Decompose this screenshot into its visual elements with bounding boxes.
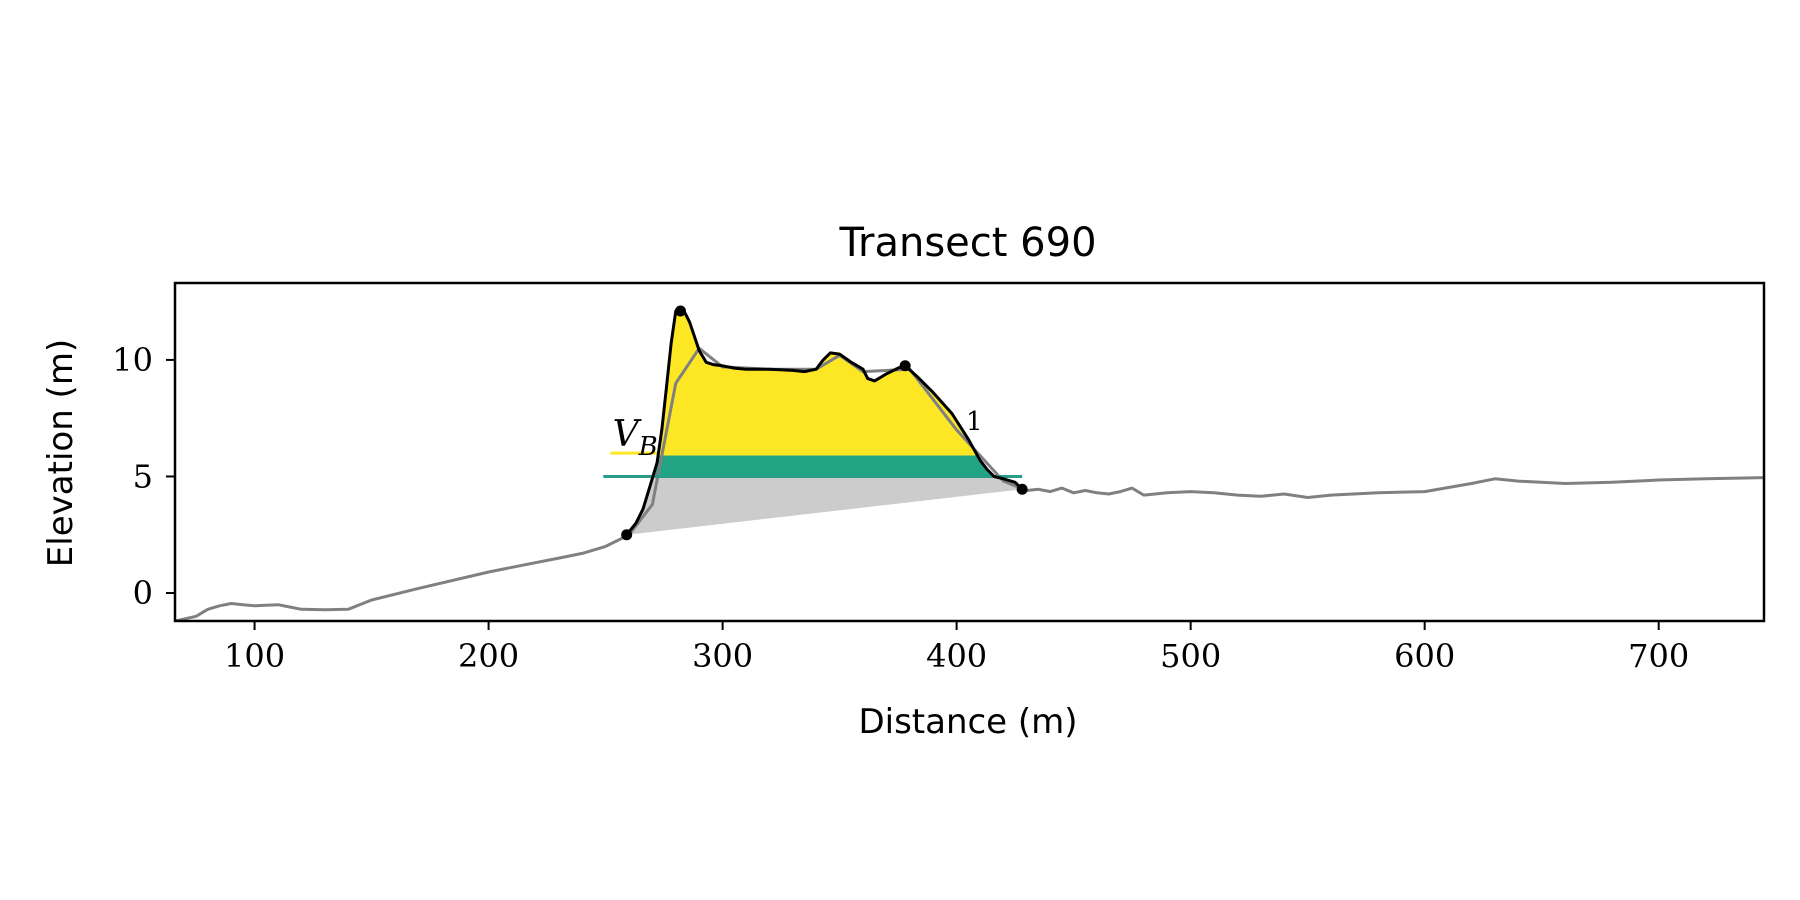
marker-1 — [674, 305, 686, 317]
x-axis-label: Distance (m) — [858, 702, 1077, 742]
y-tick-label-0: 0 — [133, 574, 153, 612]
plot-area: VB 1 100 200 300 400 500 600 700 0 5 10 — [112, 281, 1766, 675]
series-dune-profile — [625, 309, 1024, 536]
x-tick-label-200: 200 — [458, 637, 519, 675]
fill-above-6 — [658, 311, 978, 456]
x-tick-label-100: 100 — [224, 637, 285, 675]
plot-frame — [173, 281, 1766, 623]
plot-clip-group — [175, 305, 1764, 621]
fill-below-5 — [626, 476, 1023, 535]
y-axis-label: Elevation (m) — [41, 339, 81, 567]
y-tick-label-5: 5 — [133, 457, 153, 495]
x-tick-label-500: 500 — [1160, 637, 1221, 675]
series-full-profile — [175, 346, 1764, 621]
annotation-vb-sub: B — [638, 432, 658, 462]
marker-0 — [621, 529, 633, 541]
x-tick-label-400: 400 — [926, 637, 987, 675]
y-tick-label-10: 10 — [112, 341, 153, 379]
x-tick-label-600: 600 — [1394, 637, 1455, 675]
annotation-one: 1 — [966, 407, 983, 437]
annotation-vb: VB — [613, 414, 658, 462]
marker-3 — [1016, 483, 1028, 495]
fill-band-5-6 — [652, 455, 995, 477]
x-tick-label-700: 700 — [1628, 637, 1689, 675]
annotation-vb-main: V — [613, 414, 643, 455]
x-tick-label-300: 300 — [692, 637, 753, 675]
chart-title: Transect 690 — [838, 220, 1096, 266]
marker-2 — [899, 360, 911, 372]
